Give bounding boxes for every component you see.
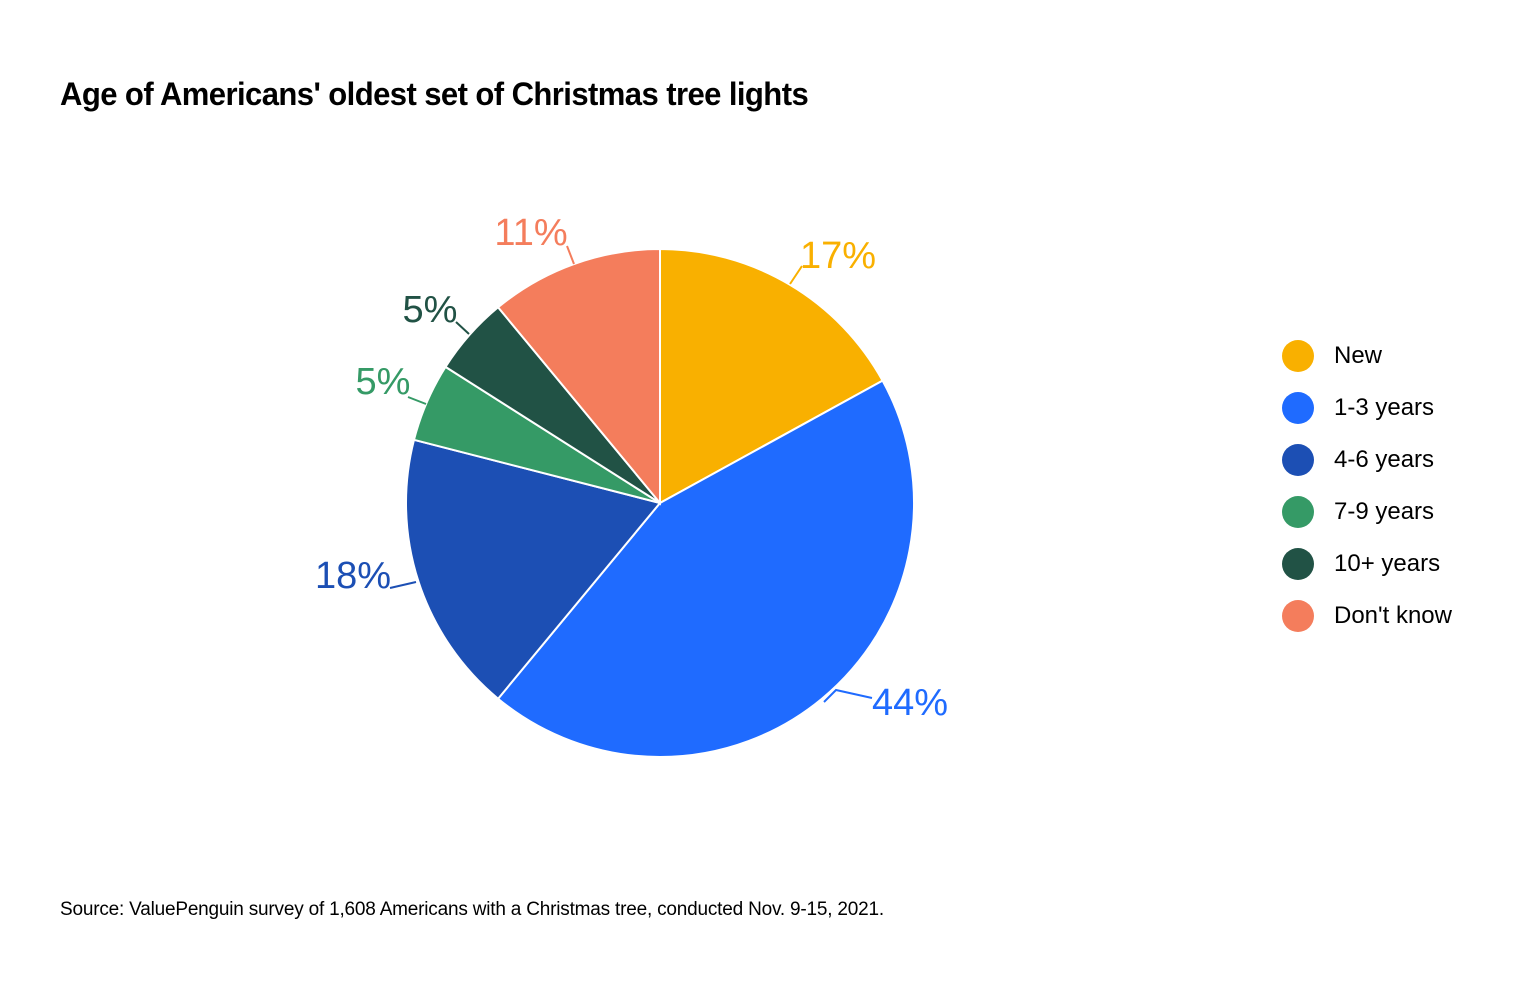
leader-line <box>389 581 417 589</box>
slice-value-label: 5% <box>356 361 411 403</box>
legend-label: Don't know <box>1334 602 1452 629</box>
legend-item-1-3-years: 1-3 years <box>1282 392 1464 444</box>
source-note: Source: ValuePenguin survey of 1,608 Ame… <box>60 899 884 920</box>
slice-value-label: 11% <box>494 212 567 254</box>
legend-label: 1-3 years <box>1334 394 1435 421</box>
legend-item-7-9-years: 7-9 years <box>1282 496 1464 548</box>
chart-title: Age of Americans' oldest set of Christma… <box>60 76 809 112</box>
legend-swatch-icon <box>1282 392 1314 424</box>
pie-slice-new <box>659 247 884 505</box>
chart-legend: New 1-3 years 4-6 years 7-9 years 10+ ye… <box>1282 340 1464 652</box>
legend-swatch-icon <box>1282 548 1314 580</box>
legend-swatch-icon <box>1282 444 1314 476</box>
legend-item-dont-know: Don't know <box>1282 600 1464 652</box>
legend-item-new: New <box>1282 340 1464 392</box>
legend-label: 4-6 years <box>1334 446 1435 473</box>
leader-line <box>566 245 575 265</box>
legend-swatch-icon <box>1282 496 1314 528</box>
legend-swatch-icon <box>1282 340 1314 372</box>
legend-item-4-6-years: 4-6 years <box>1282 444 1464 496</box>
slice-value-label: 5% <box>403 289 458 331</box>
legend-label: New <box>1334 342 1383 369</box>
slice-value-label: 17% <box>800 235 876 277</box>
legend-label: 7-9 years <box>1334 498 1435 525</box>
leader-line <box>455 321 470 335</box>
leader-line <box>407 396 427 405</box>
pie-slice-4-6-years <box>405 438 662 701</box>
slice-value-label: 44% <box>872 682 948 724</box>
pie-slice-1-3-years <box>496 379 915 758</box>
legend-item-10-plus-years: 10+ years <box>1282 548 1464 600</box>
legend-label: 10+ years <box>1334 550 1441 577</box>
legend-swatch-icon <box>1282 600 1314 632</box>
leader-line <box>789 265 803 285</box>
slice-value-label: 18% <box>315 555 391 597</box>
leader-line <box>823 688 873 703</box>
